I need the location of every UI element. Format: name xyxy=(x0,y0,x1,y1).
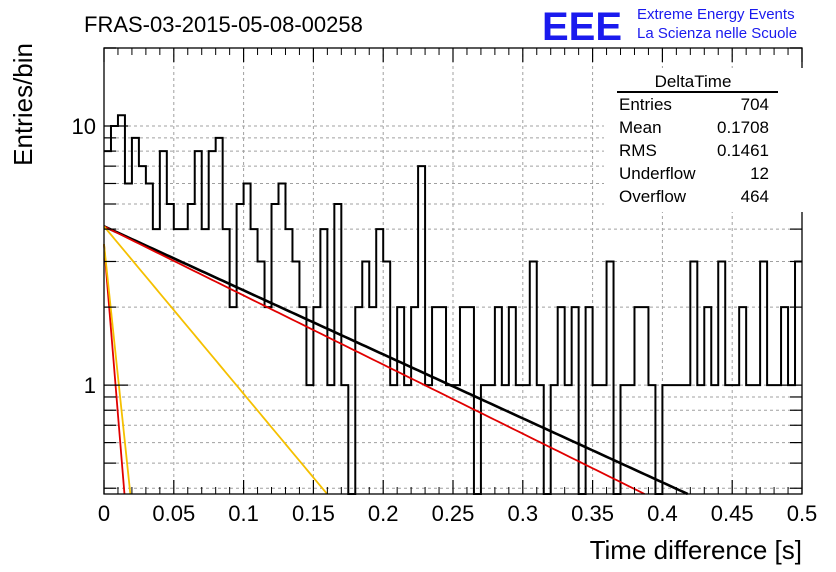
eee-logo-line1: Extreme Energy Events xyxy=(637,6,795,23)
stats-title: DeltaTime xyxy=(655,72,732,91)
eee-logo-mark: EEE xyxy=(542,5,622,49)
y-axis-label: Entries/bin xyxy=(8,43,38,166)
axis-ticks: 0 0.05 0.1 0.15 0.2 0.25 0.3 0.35 0.4 0.45 0.5 1 10 xyxy=(72,47,818,526)
stats-value: 12 xyxy=(750,164,769,183)
stats-label: Entries xyxy=(619,95,672,114)
x-tick-label: 0.05 xyxy=(152,501,195,526)
fit-curve-3 xyxy=(103,225,328,495)
fit-curve-2 xyxy=(103,225,645,495)
stats-box: DeltaTime Entries 704 Mean 0.1708 RMS 0.1461 U… xyxy=(604,68,804,212)
stats-label: Mean xyxy=(619,118,662,137)
x-tick-label: 0.25 xyxy=(432,501,475,526)
fit-curves xyxy=(103,225,689,496)
x-tick-label: 0.5 xyxy=(787,501,818,526)
stats-value: 0.1708 xyxy=(717,118,769,137)
stats-label: Overflow xyxy=(619,187,687,206)
x-tick-label: 0.45 xyxy=(711,501,754,526)
eee-logo-line2: La Scienza nelle Scuole xyxy=(637,25,797,42)
stats-value: 0.1461 xyxy=(717,141,769,160)
x-tick-label: 0.4 xyxy=(647,501,678,526)
fit-curve-5 xyxy=(103,244,132,495)
fit-curve-4 xyxy=(103,244,126,495)
fit-curve-1 xyxy=(103,225,689,496)
x-tick-label: 0 xyxy=(98,501,110,526)
stats-label: Underflow xyxy=(619,164,696,183)
x-tick-label: 0.35 xyxy=(571,501,614,526)
x-tick-label: 0.2 xyxy=(368,501,399,526)
eee-logo: EEE Extreme Energy Events La Scienza nel… xyxy=(542,5,797,49)
stats-value: 464 xyxy=(741,187,769,206)
y-tick-label: 10 xyxy=(72,114,96,139)
y-tick-label: 1 xyxy=(84,373,96,398)
stats-label: RMS xyxy=(619,141,657,160)
x-tick-label: 0.1 xyxy=(228,501,259,526)
histogram-steps xyxy=(104,114,802,495)
chart-title: FRAS-03-2015-05-08-00258 xyxy=(84,12,363,37)
x-tick-label: 0.3 xyxy=(508,501,539,526)
x-axis-label: Time difference [s] xyxy=(590,535,802,565)
histogram-series xyxy=(104,114,802,495)
stats-value: 704 xyxy=(741,95,769,114)
x-tick-label: 0.15 xyxy=(292,501,335,526)
